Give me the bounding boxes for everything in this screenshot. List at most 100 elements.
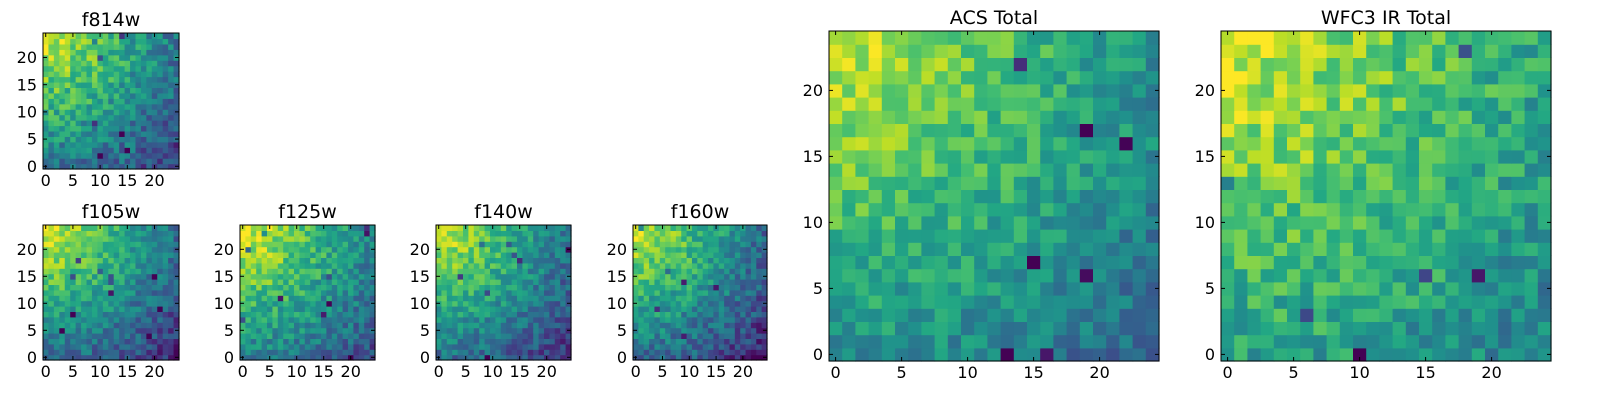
heatmap-cell: [974, 308, 988, 322]
heatmap-cell: [81, 322, 88, 329]
heatmap-cell: [1300, 321, 1314, 336]
heatmap-cell: [479, 311, 486, 318]
heatmap-cell: [1013, 295, 1028, 309]
heatmap-cell: [288, 284, 295, 291]
heatmap-cell: [168, 109, 175, 116]
heatmap-cell: [157, 327, 164, 334]
heatmap-cell: [108, 87, 115, 94]
heatmap-cell: [294, 252, 300, 258]
heatmap-cell: [544, 257, 550, 264]
heatmap-cell: [108, 60, 115, 67]
heatmap-cell: [1537, 97, 1552, 111]
heatmap-cell: [463, 284, 469, 291]
heatmap-cell: [1313, 268, 1328, 283]
heatmap-cell: [649, 349, 656, 356]
heatmap-cell: [124, 109, 131, 116]
heatmap-cell: [1093, 176, 1107, 190]
heatmap-cell: [670, 279, 677, 285]
heatmap-cell: [1079, 97, 1094, 111]
heatmap-cell: [517, 268, 523, 275]
heatmap-cell: [974, 163, 988, 177]
heatmap-cell: [294, 333, 300, 339]
heatmap-cell: [140, 54, 147, 61]
heatmap-cell: [130, 349, 137, 356]
heatmap-cell: [713, 295, 720, 302]
heatmap-cell: [1339, 136, 1354, 151]
heatmap-cell: [829, 268, 843, 283]
heatmap-cell: [691, 338, 698, 345]
heatmap-cell: [1498, 189, 1512, 204]
heatmap-cell: [490, 327, 496, 334]
heatmap-cell: [702, 235, 709, 242]
heatmap-cell: [560, 230, 567, 237]
heatmap-cell: [369, 306, 376, 312]
heatmap-cell: [974, 97, 988, 111]
heatmap-cell: [102, 252, 109, 258]
heatmap-cell: [484, 252, 491, 258]
heatmap-cell: [974, 229, 988, 243]
heatmap-cell: [1353, 97, 1367, 111]
heatmap-cell: [511, 316, 518, 323]
heatmap-cell: [283, 316, 290, 323]
heatmap-cell: [463, 306, 469, 312]
heatmap-cell: [1458, 149, 1473, 164]
heatmap-cell: [140, 316, 147, 323]
heatmap-cell: [895, 255, 909, 270]
heatmap-cell: [638, 300, 645, 307]
heatmap-cell: [633, 235, 639, 242]
heatmap-cell: [75, 225, 82, 231]
heatmap-cell: [53, 152, 60, 159]
heatmap-cell: [729, 343, 736, 350]
heatmap-cell: [490, 279, 496, 285]
heatmap-cell: [353, 295, 360, 302]
heatmap-cell: [130, 316, 137, 323]
heatmap-cell: [756, 279, 763, 285]
heatmap-cell: [294, 311, 300, 318]
heatmap-cell: [299, 246, 306, 253]
heatmap-cell: [108, 289, 115, 296]
heatmap-cell: [868, 334, 883, 349]
heatmap-cell: [294, 230, 300, 237]
heatmap-cell: [452, 306, 459, 312]
heatmap-cell: [1040, 295, 1054, 309]
heatmap-cell: [102, 295, 109, 302]
heatmap-cell: [500, 349, 507, 356]
heatmap-cell: [272, 316, 279, 323]
heatmap-cell: [157, 152, 164, 159]
heatmap-cell: [342, 284, 349, 291]
heatmap-cell: [544, 268, 550, 275]
heatmap-cell: [708, 241, 714, 248]
heatmap-cell: [452, 322, 459, 329]
heatmap-cell: [1287, 202, 1301, 217]
heatmap-cell: [1379, 97, 1394, 111]
heatmap-cell: [348, 306, 354, 312]
heatmap-cell: [1260, 136, 1275, 151]
heatmap-cell: [638, 268, 645, 275]
heatmap-cell: [75, 152, 82, 159]
y-tick-label: 5: [420, 321, 430, 340]
heatmap-cell: [130, 246, 137, 253]
heatmap-cell: [337, 273, 344, 280]
heatmap-cell: [718, 306, 725, 312]
heatmap-cell: [1053, 136, 1068, 151]
heatmap-cell: [1326, 281, 1341, 296]
heatmap-cell: [718, 300, 725, 307]
heatmap-cell: [113, 109, 120, 116]
heatmap-cell: [168, 322, 175, 329]
heatmap-cell: [140, 354, 147, 361]
heatmap-cell: [842, 31, 856, 45]
heatmap-cell: [1366, 176, 1380, 190]
heatmap-cell: [868, 215, 883, 230]
heatmap-cell: [638, 279, 645, 285]
heatmap-cell: [43, 141, 50, 148]
heatmap-cell: [1247, 308, 1262, 322]
heatmap-cell: [310, 349, 317, 356]
heatmap-cell: [168, 289, 175, 296]
heatmap-cell: [48, 120, 55, 127]
heatmap-cell: [250, 279, 257, 285]
heatmap-cell: [1432, 123, 1446, 138]
heatmap-cell: [527, 252, 534, 258]
heatmap-cell: [1326, 255, 1341, 270]
heatmap-cell: [108, 38, 115, 45]
